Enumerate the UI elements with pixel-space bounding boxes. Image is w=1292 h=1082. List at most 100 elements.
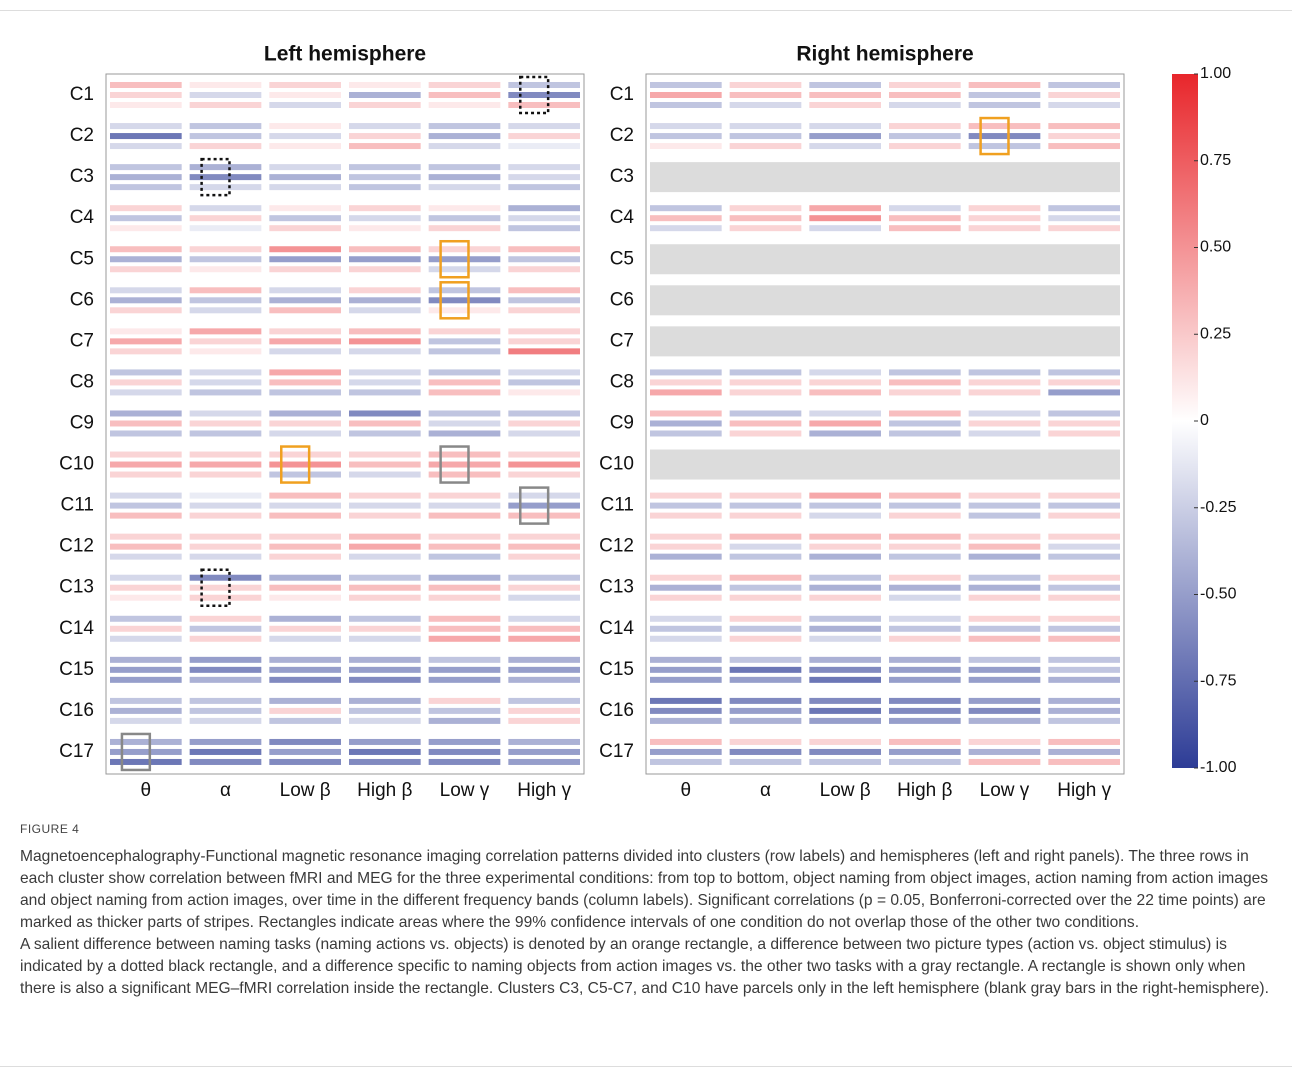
- stripe: [968, 717, 1041, 724]
- cluster-label: C7: [70, 330, 94, 351]
- stripe: [729, 758, 802, 765]
- stripe: [349, 717, 421, 724]
- annotation-rect: [439, 445, 470, 484]
- stripe: [729, 82, 802, 88]
- stripe: [1048, 369, 1120, 376]
- stripe: [269, 348, 341, 355]
- stripe: [428, 420, 501, 427]
- stripe: [428, 92, 501, 98]
- stripe: [428, 328, 501, 335]
- band-label: High γ: [517, 780, 571, 801]
- stripe: [428, 225, 501, 232]
- stripe: [968, 92, 1041, 98]
- stripe: [508, 574, 580, 581]
- stripe: [889, 225, 961, 232]
- stripe: [889, 512, 961, 519]
- stripe: [968, 410, 1041, 417]
- stripe: [269, 512, 341, 519]
- stripe: [809, 635, 881, 642]
- stripe: [349, 369, 421, 376]
- annotation-rect: [439, 281, 470, 320]
- stripe: [889, 707, 961, 714]
- stripe: [729, 369, 802, 376]
- stripe: [428, 635, 501, 642]
- stripe: [189, 102, 262, 108]
- stripe: [110, 615, 182, 622]
- stripe: [189, 666, 262, 673]
- stripe: [508, 379, 580, 386]
- stripe: [508, 461, 580, 468]
- stripe: [508, 164, 580, 171]
- stripe: [269, 697, 341, 704]
- stripe: [110, 102, 182, 108]
- stripe: [110, 584, 182, 591]
- stripe: [809, 133, 881, 140]
- stripe: [269, 379, 341, 386]
- stripe: [809, 574, 881, 581]
- stripe: [349, 184, 421, 191]
- stripe: [110, 307, 182, 314]
- cluster-label: C11: [601, 495, 634, 516]
- stripe: [110, 666, 182, 673]
- stripe: [1048, 625, 1120, 632]
- stripe: [349, 379, 421, 386]
- stripe: [508, 758, 580, 765]
- stripe: [428, 738, 501, 745]
- stripe: [110, 635, 182, 642]
- stripe: [349, 666, 421, 673]
- stripe: [889, 420, 961, 427]
- stripe: [650, 738, 722, 745]
- stripe: [269, 133, 341, 140]
- stripe: [1048, 707, 1120, 714]
- stripe: [968, 512, 1041, 519]
- stripe: [110, 758, 182, 765]
- stripe: [269, 471, 341, 478]
- stripe: [110, 533, 182, 540]
- stripe: [189, 471, 262, 478]
- stripe: [508, 266, 580, 273]
- stripe: [809, 697, 881, 704]
- stripe: [110, 338, 182, 345]
- stripe: [729, 379, 802, 386]
- stripe: [508, 502, 580, 509]
- stripe: [508, 512, 580, 519]
- stripe: [269, 635, 341, 642]
- stripe: [1048, 738, 1120, 745]
- stripe: [110, 266, 182, 273]
- stripe: [110, 215, 182, 222]
- stripe: [110, 225, 182, 232]
- stripe: [1048, 697, 1120, 704]
- stripe: [889, 123, 961, 130]
- stripe: [269, 502, 341, 509]
- stripe: [889, 502, 961, 509]
- stripe: [349, 502, 421, 509]
- stripe: [189, 369, 262, 376]
- stripe: [729, 717, 802, 724]
- stripe: [729, 123, 802, 130]
- stripe: [269, 287, 341, 294]
- stripe: [189, 410, 262, 417]
- stripe: [269, 656, 341, 663]
- cluster-label: C10: [599, 454, 634, 475]
- cluster-label: C6: [70, 289, 94, 310]
- stripe: [508, 420, 580, 427]
- stripe: [428, 205, 501, 212]
- stripe: [1048, 502, 1120, 509]
- cluster-label: C12: [59, 536, 94, 557]
- stripe: [110, 451, 182, 458]
- stripe: [729, 553, 802, 560]
- stripe: [508, 553, 580, 560]
- stripe: [428, 512, 501, 519]
- stripe: [428, 379, 501, 386]
- stripe: [968, 738, 1041, 745]
- stripe: [1048, 656, 1120, 663]
- stripe: [349, 389, 421, 396]
- stripe: [269, 410, 341, 417]
- stripe: [508, 287, 580, 294]
- stripe: [729, 205, 802, 212]
- stripe: [1048, 379, 1120, 386]
- cluster-label: C2: [70, 125, 94, 146]
- stripe: [189, 328, 262, 335]
- stripe: [809, 205, 881, 212]
- panel-title: Right hemisphere: [796, 43, 973, 66]
